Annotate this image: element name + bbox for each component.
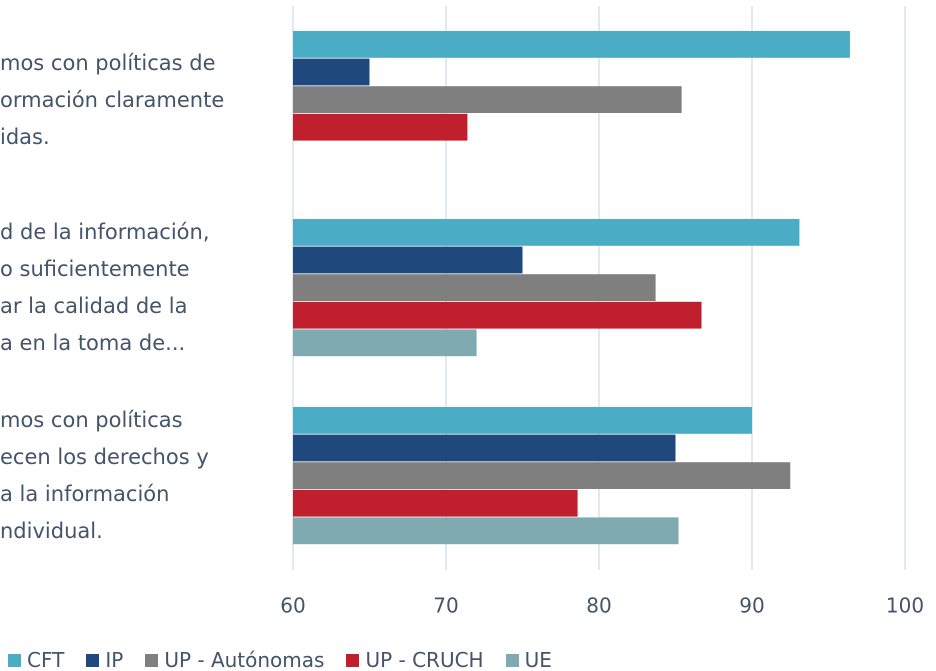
plot: 60 70 80 90 100 [280,6,924,618]
bar [293,434,676,462]
category-label: mos con políticas ecen los derechos y a … [0,408,209,543]
bar [293,219,800,246]
bar [293,517,679,545]
legend-item: IP [86,648,123,671]
bar [293,86,682,113]
x-tick-label: 60 [280,594,305,618]
legend-label: CFT [27,648,65,671]
legend-label: UP - Autónomas [164,648,325,671]
bar [293,31,850,58]
legend-swatch [505,653,519,667]
bar [293,462,791,489]
bar [293,246,523,274]
category-label: mos con políticas de ormación claramente… [0,50,225,149]
x-tick-label: 80 [586,594,611,618]
x-tick-label: 90 [739,594,764,618]
legend-label: UE [524,648,552,671]
legend-item: CFT [8,648,64,671]
bar [293,113,468,141]
legend-item: UE [505,648,552,671]
legend-label: UP - CRUCH [365,648,484,671]
legend-item: UP - CRUCH [346,648,484,671]
bar [293,489,578,517]
legend: CFT IP UP - Autónomas UP - CRUCH UE [8,648,552,671]
bar [293,58,370,86]
legend-label: IP [105,648,124,671]
legend-swatch [346,653,360,667]
bar [293,329,477,357]
bar [293,301,702,329]
legend-swatch [8,653,21,667]
x-tick-label: 100 [886,594,924,618]
legend-swatch [145,653,159,667]
legend-item: UP - Autónomas [145,648,324,671]
category-label: d de la información, o suficientemente a… [0,220,210,355]
bar [293,407,752,434]
bar [293,274,656,301]
legend-swatch [86,653,100,667]
x-tick-label: 70 [433,594,458,618]
